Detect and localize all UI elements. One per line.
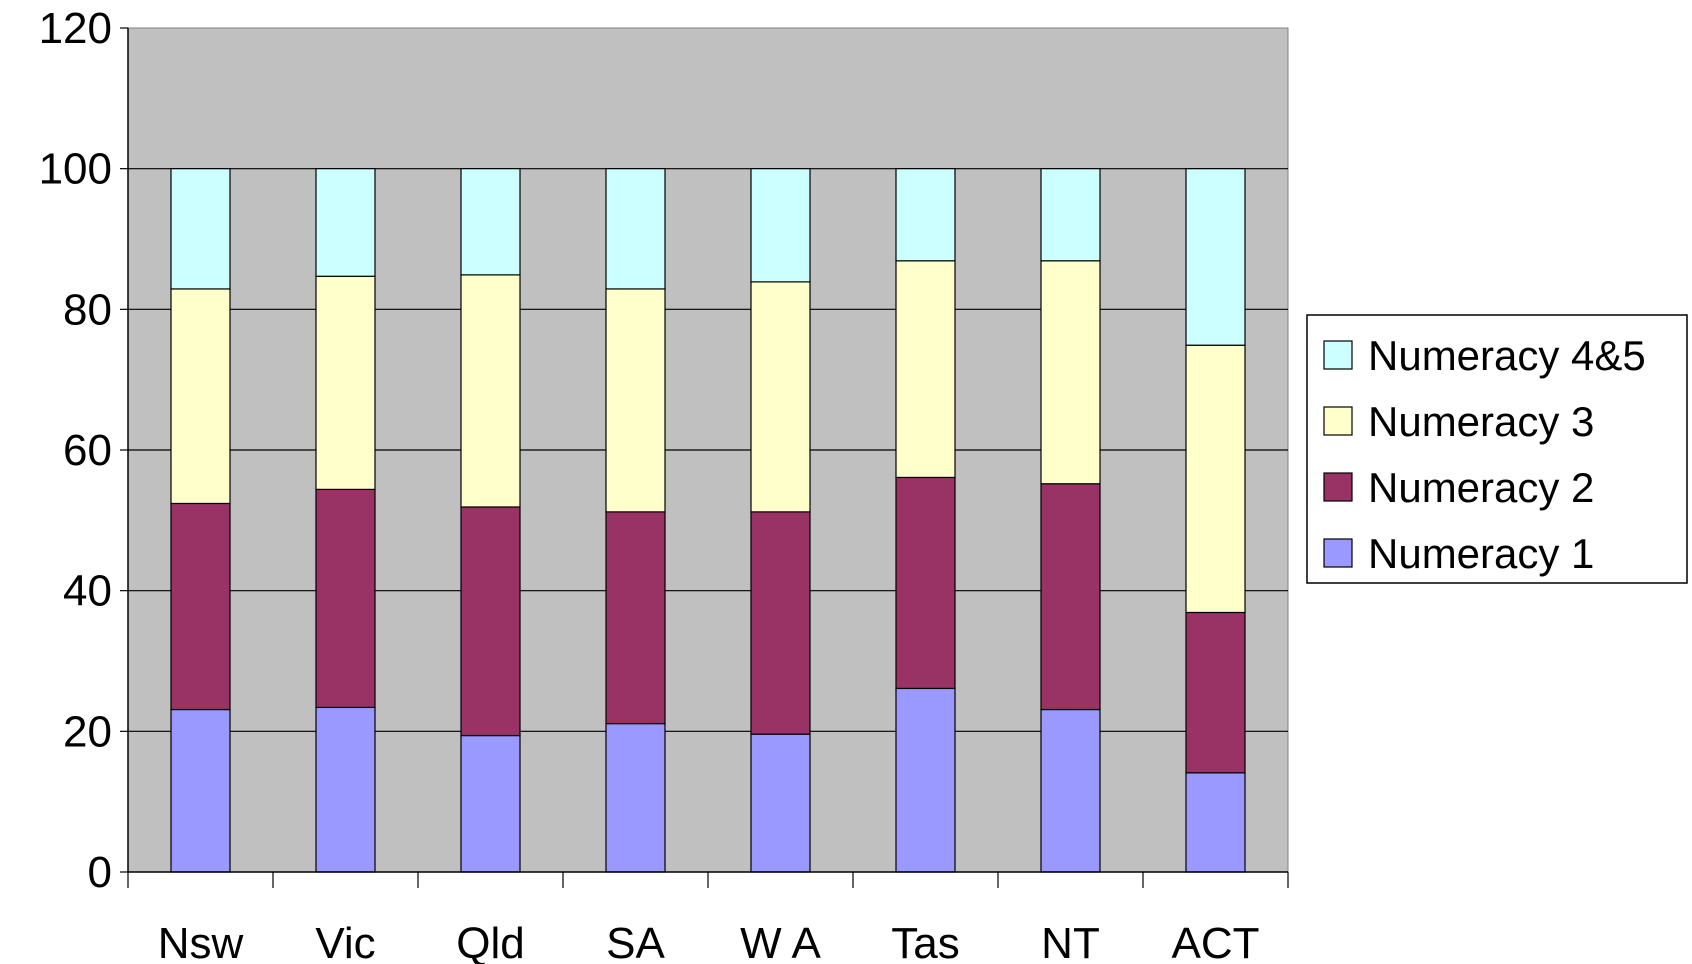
x-tick-label: NT <box>1041 919 1100 964</box>
legend-swatch <box>1323 340 1353 370</box>
x-tick-label: SA <box>606 919 665 964</box>
legend-label: Numeracy 2 <box>1368 464 1594 511</box>
bar-segment <box>895 260 956 479</box>
bar-segment <box>895 687 956 873</box>
y-tick-label: 40 <box>63 567 112 616</box>
y-tick-label: 100 <box>39 145 112 194</box>
bar-segment <box>750 168 811 283</box>
y-tick-labels: 0 20 40 60 80 100 120 <box>39 4 112 897</box>
bar-segment <box>315 168 376 277</box>
y-tick-label: 20 <box>63 707 112 756</box>
bar-segment <box>1185 344 1246 614</box>
x-tick-label: Nsw <box>158 919 244 964</box>
legend-box <box>1306 314 1688 584</box>
legend-label: Numeracy 3 <box>1368 398 1594 445</box>
bar-segment <box>1185 611 1246 774</box>
bar-segment <box>605 168 666 290</box>
bar-segment <box>1040 260 1101 485</box>
bar-segment <box>750 281 811 513</box>
axes <box>120 27 1289 888</box>
bar-segment <box>895 168 956 262</box>
bar-segment <box>605 722 666 873</box>
legend-swatch <box>1323 472 1353 502</box>
bar-segment <box>315 275 376 490</box>
bar-segment <box>315 488 376 709</box>
bar-segment <box>750 511 811 735</box>
bar-segment <box>315 706 376 873</box>
bar-segment <box>1040 483 1101 711</box>
y-tick-label: 80 <box>63 285 112 334</box>
x-tick-labels: Nsw Vic Qld SA W A Tas NT ACT <box>158 919 1260 964</box>
bar-segment <box>170 708 231 873</box>
y-tick-label: 120 <box>39 4 112 53</box>
bar-segment <box>895 476 956 690</box>
bar-segment <box>460 274 521 508</box>
legend-label: Numeracy 4&5 <box>1368 332 1646 379</box>
bar-segment <box>1185 168 1246 346</box>
y-tick-label: 60 <box>63 426 112 475</box>
bar-segment <box>1040 708 1101 873</box>
x-tick-label: Qld <box>456 919 524 964</box>
bars <box>170 168 1246 873</box>
legend-label: Numeracy 1 <box>1368 530 1594 577</box>
bar-segment <box>460 506 521 737</box>
bar-segment <box>170 502 231 711</box>
bar-segment <box>170 288 231 505</box>
bar-segment <box>170 168 231 290</box>
bar-segment <box>460 168 521 276</box>
x-tick-label: Tas <box>891 919 959 964</box>
bar-segment <box>605 511 666 725</box>
bar-segment <box>605 288 666 513</box>
legend: Numeracy 4&5 Numeracy 3 Numeracy 2 Numeracy… <box>1306 314 1688 584</box>
bar-segment <box>1185 772 1246 873</box>
x-tick-label: W A <box>740 919 821 964</box>
bar-segment <box>460 734 521 873</box>
legend-swatch <box>1323 406 1353 436</box>
x-tick-label: ACT <box>1172 919 1260 964</box>
y-tick-label: 0 <box>88 848 112 897</box>
bar-segment <box>1040 168 1101 262</box>
bar-segment <box>750 733 811 873</box>
legend-swatch <box>1323 538 1353 568</box>
x-tick-label: Vic <box>315 919 375 964</box>
